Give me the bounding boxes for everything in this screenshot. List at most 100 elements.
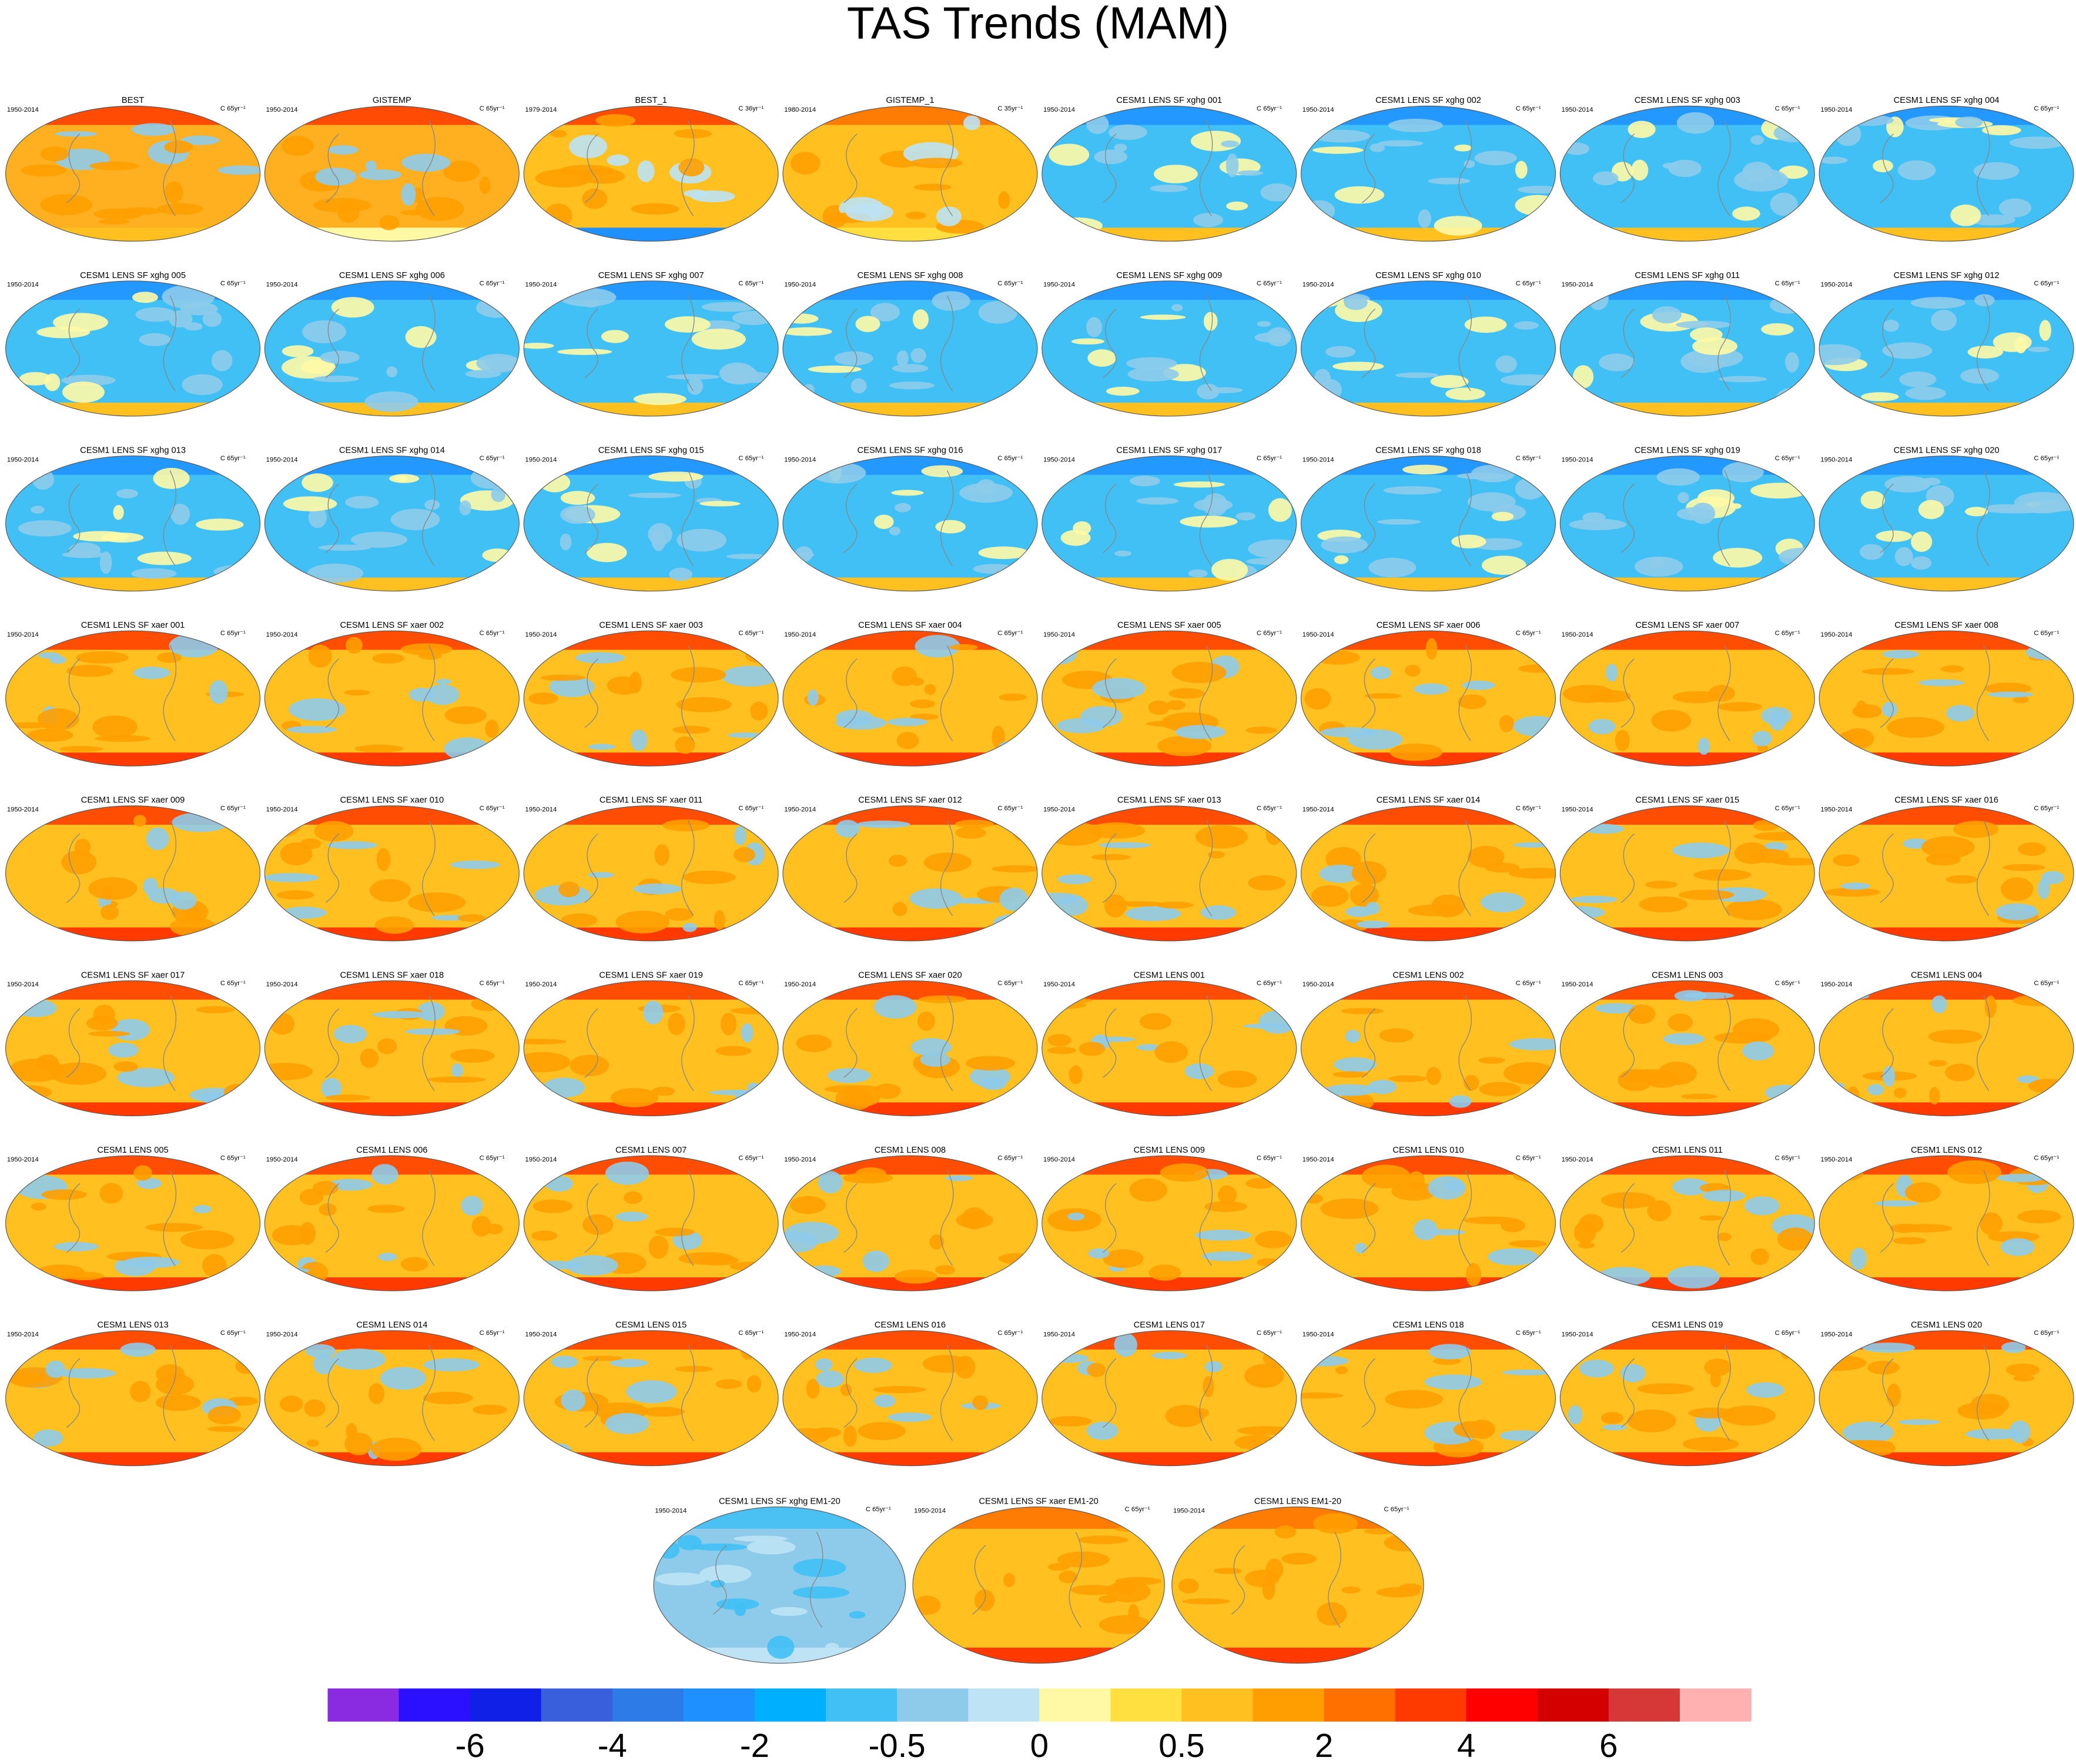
- map-outline: [1559, 280, 1815, 417]
- panel-units: C 35yr⁻¹: [997, 105, 1023, 112]
- coastline: [66, 995, 176, 1092]
- field-patch: [767, 1635, 795, 1659]
- polar-band: [1171, 1648, 1424, 1663]
- map-outline: [1819, 105, 2074, 242]
- map-outline: [782, 630, 1038, 766]
- panel-period: 1950-2014: [1562, 106, 1593, 113]
- coastline: [1103, 295, 1213, 391]
- panel-units: C 65yr⁻¹: [1516, 980, 1541, 987]
- colorbar-box: [1324, 1688, 1396, 1722]
- field-patch: [1200, 905, 1236, 920]
- field-patch: [73, 531, 129, 542]
- field-patch: [654, 1227, 695, 1237]
- field-patch: [851, 378, 867, 394]
- panel-units: C 65yr⁻¹: [1516, 630, 1541, 637]
- field-patch: [287, 725, 337, 734]
- field-patch: [360, 1048, 379, 1068]
- polar-band: [782, 752, 1037, 766]
- coastline: [1231, 1532, 1341, 1628]
- colorbar-box: [399, 1688, 471, 1722]
- field-patch: [213, 564, 260, 578]
- field-patch: [207, 1426, 245, 1432]
- field-patch: [1824, 888, 1880, 897]
- map-outline: [5, 105, 261, 242]
- panel-title: CESM1 LENS SF xghg 019: [1635, 446, 1740, 455]
- field-patch: [157, 652, 182, 663]
- field-patch: [1237, 1426, 1295, 1435]
- polar-band: [1560, 752, 1815, 766]
- field-patch: [699, 1565, 752, 1584]
- field-patch: [1509, 1240, 1547, 1248]
- field-patch: [999, 888, 1028, 911]
- polar-band: [264, 577, 520, 591]
- colorbar-box: [1608, 1688, 1680, 1722]
- field-patch: [372, 653, 405, 664]
- field-patch: [1861, 1343, 1916, 1353]
- coastline: [66, 470, 176, 567]
- coastline: [325, 820, 436, 916]
- field-patch: [1777, 1227, 1813, 1251]
- panel-title: CESM1 LENS SF xaer 010: [340, 796, 444, 805]
- panel-units: C 65yr⁻¹: [738, 455, 764, 462]
- map-outline: [264, 456, 520, 592]
- field-patch: [734, 826, 746, 845]
- field-patch: [1128, 1604, 1139, 1622]
- field-patch: [561, 1389, 586, 1412]
- field-patch: [1839, 731, 1867, 742]
- field-patch: [910, 714, 939, 720]
- field-patch: [162, 284, 215, 309]
- panel-units: C 65yr⁻¹: [220, 630, 246, 637]
- polar-band: [1819, 1102, 2074, 1116]
- field-patch: [55, 131, 98, 137]
- field-patch: [641, 1407, 685, 1417]
- panel-title: CESM1 LENS SF xaer 013: [1117, 796, 1221, 805]
- coastline: [843, 1170, 954, 1266]
- map-background: [5, 280, 260, 416]
- field-patch: [1672, 1178, 1709, 1196]
- panel-title: CESM1 LENS SF xghg 015: [598, 446, 704, 455]
- field-patch: [1970, 1394, 2010, 1416]
- field-patch: [302, 320, 346, 344]
- field-patch: [924, 684, 936, 695]
- map-outline: [5, 280, 261, 417]
- field-patch: [1742, 1041, 1774, 1061]
- field-patch: [139, 333, 171, 346]
- field-patch: [88, 877, 138, 900]
- field-patch: [1928, 1060, 1947, 1067]
- field-patch: [1184, 1063, 1214, 1080]
- field-patch: [1582, 824, 1624, 834]
- field-patch: [21, 164, 67, 177]
- field-patch: [1514, 321, 1539, 330]
- map-panel: CESM1 LENS SF xghg 002 1950-2014 C 65yr⁻¹: [1300, 96, 1556, 242]
- panel-period: 1950-2014: [914, 1507, 946, 1514]
- colorbar-box: [1537, 1688, 1609, 1722]
- field-patch: [1488, 1248, 1538, 1266]
- field-patch: [157, 203, 203, 215]
- field-patch: [1351, 861, 1387, 885]
- field-patch: [721, 665, 779, 687]
- colorbar-label: -4: [598, 1727, 627, 1764]
- field-patch: [1628, 120, 1656, 138]
- field-patch: [1680, 1093, 1717, 1100]
- field-patch: [1047, 998, 1093, 1003]
- field-patch: [1950, 204, 1981, 226]
- field-patch: [792, 1586, 849, 1599]
- coastline: [843, 1345, 954, 1441]
- field-patch: [86, 1016, 118, 1031]
- field-patch: [1127, 1635, 1165, 1644]
- field-patch: [170, 891, 197, 910]
- panel-units: C 65yr⁻¹: [220, 805, 246, 812]
- coastline: [584, 1170, 695, 1266]
- colorbar-label: 4: [1457, 1727, 1475, 1764]
- field-patch: [1471, 464, 1515, 483]
- field-patch: [1573, 365, 1594, 389]
- field-patch: [1859, 544, 1884, 560]
- field-patch: [1704, 1358, 1732, 1377]
- coastline: [1103, 820, 1213, 916]
- map-background: [264, 456, 520, 591]
- map-outline: [782, 105, 1038, 242]
- field-patch: [1560, 906, 1605, 919]
- panel-period: 1950-2014: [7, 806, 39, 814]
- panel-period: 1950-2014: [1820, 106, 1852, 113]
- field-patch: [1139, 1013, 1171, 1030]
